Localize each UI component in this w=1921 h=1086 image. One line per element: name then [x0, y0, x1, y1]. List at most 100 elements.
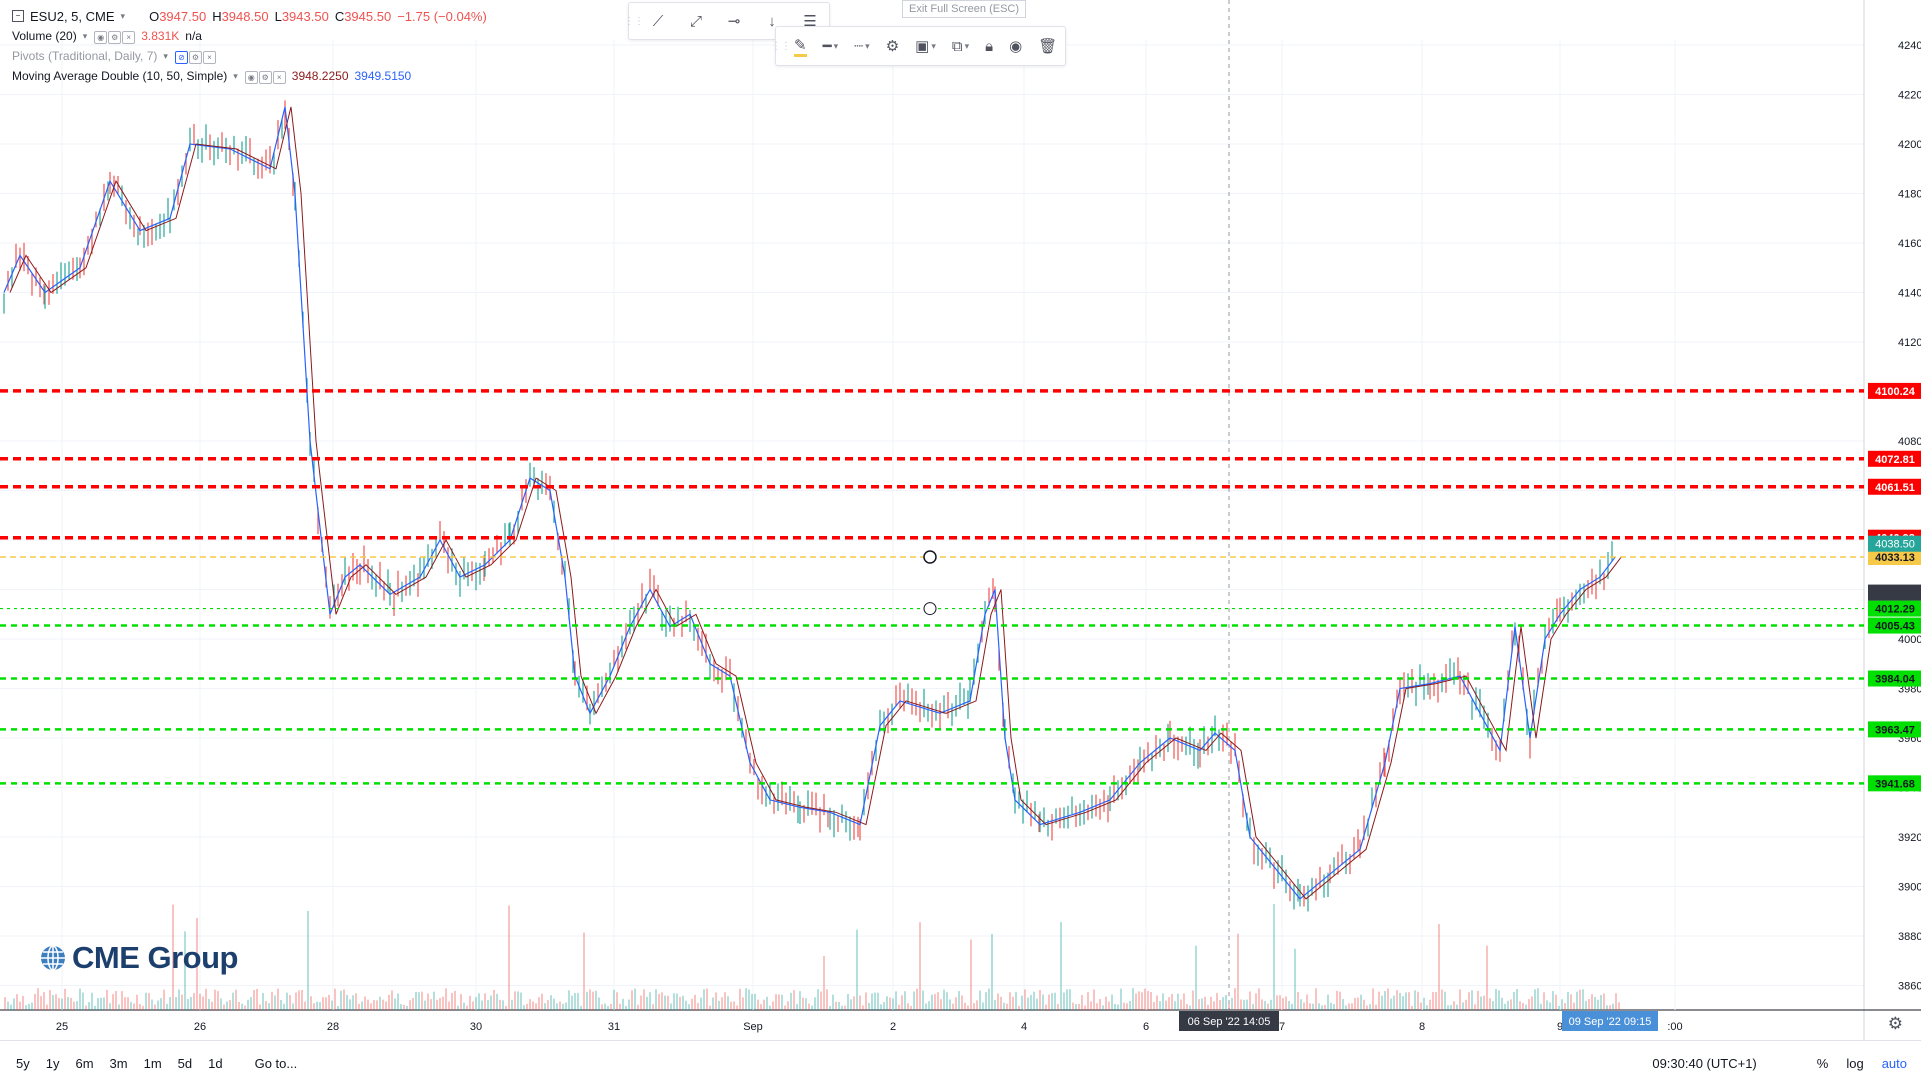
exit-fullscreen-button[interactable]: Exit Full Screen (ESC) [902, 0, 1027, 18]
volume-bar [745, 988, 747, 1010]
range-5d[interactable]: 5d [177, 1056, 193, 1071]
clock[interactable]: 09:30:40 (UTC+1) [1652, 1056, 1757, 1071]
volume-bar [508, 905, 510, 1010]
volume-bar [1339, 991, 1341, 1010]
range-1d[interactable]: 1d [208, 1056, 223, 1071]
close-icon[interactable]: × [122, 30, 136, 44]
volume-bar [1513, 991, 1515, 1010]
volume-bar [910, 1005, 912, 1010]
volume-bar [1063, 992, 1065, 1010]
volume-bar [142, 1005, 144, 1010]
percent-toggle[interactable]: % [1816, 1056, 1829, 1071]
volume-bar [865, 992, 867, 1010]
range-1y[interactable]: 1y [45, 1056, 60, 1071]
volume-bar [838, 1002, 840, 1010]
volume-bar [1294, 948, 1296, 1010]
volume-bar [1525, 1004, 1527, 1010]
dotted-line-icon[interactable]: ┈ ▾ [854, 38, 870, 55]
volume-bar [109, 1003, 111, 1010]
line-style-icon[interactable]: ━ ▾ [822, 38, 839, 55]
volume-bar [145, 992, 147, 1010]
close-icon[interactable]: × [272, 70, 286, 84]
trash-icon[interactable]: 🗑︎ [1038, 38, 1058, 55]
chevron-down-icon[interactable]: ▾ [233, 70, 238, 81]
volume-bar [1510, 999, 1512, 1010]
volume-bar [1300, 999, 1302, 1010]
arrow-down-icon[interactable]: ↓ [768, 12, 776, 30]
gear-icon[interactable]: ⚙ [885, 38, 900, 55]
volume-bar [1336, 990, 1338, 1010]
range-1m[interactable]: 1m [143, 1056, 162, 1071]
volume-bar [826, 989, 828, 1010]
volume-bar [673, 993, 675, 1010]
range-6m[interactable]: 6m [75, 1056, 94, 1071]
auto-scale-toggle[interactable]: auto [1881, 1056, 1907, 1071]
gear-icon[interactable]: ⚙ [108, 30, 122, 44]
copy-icon[interactable]: ⧉ ▾ [951, 37, 970, 55]
volume-bar [1573, 1002, 1575, 1010]
range-3m[interactable]: 3m [109, 1056, 128, 1071]
chevron-down-icon[interactable]: ▾ [120, 10, 126, 21]
volume-bar [1609, 1005, 1611, 1010]
eye-off-icon[interactable]: ⊘ [174, 50, 188, 64]
volume-bar [685, 1000, 687, 1010]
collapse-icon[interactable]: − [12, 10, 24, 22]
price-tick-label: 3900.00 [1898, 882, 1921, 894]
volume-bar [466, 1005, 468, 1010]
lock-icon[interactable]: 🔒︎ [985, 37, 994, 55]
trend-line-icon[interactable]: ⟋ [652, 12, 664, 30]
volume-bar [1522, 1003, 1524, 1010]
volume-bar [37, 988, 39, 1010]
eye-icon[interactable]: ◉ [244, 70, 258, 84]
volume-bar [595, 990, 597, 1010]
log-toggle[interactable]: log [1846, 1056, 1864, 1071]
volume-bar [1447, 1005, 1449, 1010]
ma-indicator-name[interactable]: Moving Average Double (10, 50, Simple) [12, 69, 228, 83]
eye-icon[interactable]: ◉ [1009, 38, 1023, 55]
time-tick-label: 9 [1557, 1021, 1563, 1033]
volume-bar [298, 990, 300, 1010]
eye-icon[interactable]: ◉ [94, 30, 108, 44]
volume-bar [1354, 997, 1356, 1010]
status-area: 09:30:40 (UTC+1) % log auto [1652, 1041, 1921, 1086]
horizontal-line-icon[interactable]: ⊸ [727, 13, 741, 30]
volume-bar [382, 999, 384, 1010]
volume-bar [499, 999, 501, 1010]
volume-bar [1297, 991, 1299, 1010]
gear-icon[interactable]: ⚙ [258, 70, 272, 84]
layers-icon[interactable]: ▣ ▾ [915, 38, 936, 55]
chart-settings-gear-icon[interactable]: ⚙ [1887, 1014, 1903, 1033]
drag-handle-icon[interactable]: ⋮⋮ [771, 40, 791, 52]
volume-indicator-name[interactable]: Volume (20) [12, 29, 77, 43]
volume-bar [1429, 999, 1431, 1010]
chevron-down-icon[interactable]: ▾ [163, 50, 168, 61]
volume-bar [811, 1005, 813, 1010]
chart-canvas[interactable]: 4240.00 4220.00 4200.00 4180.00 4160.00 4140.… [0, 0, 1921, 1040]
volume-bar [679, 996, 681, 1010]
volume-bar [1381, 995, 1383, 1010]
goto-button[interactable]: Go to... [254, 1056, 298, 1071]
volume-value: 3.831K [141, 29, 180, 43]
volume-bar [112, 994, 114, 1010]
volume-bar [1483, 995, 1485, 1010]
symbol-title[interactable]: ESU2, 5, CME [30, 8, 115, 24]
volume-bar [226, 1001, 228, 1010]
volume-bar [439, 997, 441, 1010]
brush-icon[interactable]: ✎ [786, 27, 815, 65]
volume-bar [601, 1004, 603, 1010]
close-icon[interactable]: × [202, 50, 216, 64]
volume-bar [4, 997, 6, 1010]
range-5y[interactable]: 5y [16, 1056, 30, 1071]
pivots-indicator-name[interactable]: Pivots (Traditional, Daily, 7) [12, 49, 158, 63]
volume-bar [562, 1003, 564, 1010]
volume-bar [1273, 903, 1275, 1010]
chevron-down-icon[interactable]: ▾ [82, 30, 88, 41]
volume-bar [1156, 995, 1158, 1010]
volume-bar [997, 993, 999, 1010]
ray-icon[interactable]: ⤢ [689, 12, 702, 30]
drag-handle-icon[interactable]: ⋮⋮ [624, 15, 644, 27]
gear-icon[interactable]: ⚙ [188, 50, 202, 64]
volume-bar [154, 1004, 156, 1010]
price-tick-label: 4220.00 [1898, 90, 1921, 102]
lines-menu-icon[interactable]: ☰ [803, 13, 817, 30]
